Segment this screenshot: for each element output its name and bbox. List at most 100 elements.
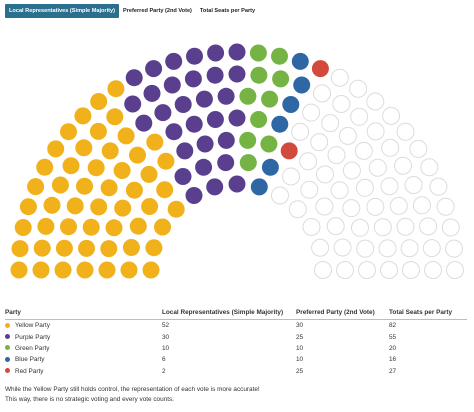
- seat-purple-party: [206, 111, 224, 128]
- party-color-dot: [5, 356, 10, 362]
- seat-yellow-party: [78, 239, 95, 257]
- party-name: Red Party: [15, 367, 44, 375]
- party-cell: Yellow Party: [5, 320, 162, 332]
- seat-purple-party: [143, 84, 161, 102]
- seat-purple-party: [184, 70, 202, 88]
- seat-blue-party: [282, 96, 300, 113]
- preferred-seats-value: 10: [296, 356, 304, 364]
- seat-empty: [288, 200, 307, 219]
- seat-purple-party: [124, 95, 142, 113]
- seat-yellow-party: [140, 165, 158, 183]
- party-name: Blue Party: [15, 356, 45, 364]
- seat-purple-party: [228, 43, 246, 61]
- seat-purple-party: [217, 154, 235, 172]
- seat-yellow-party: [101, 142, 119, 160]
- seat-yellow-party: [55, 239, 73, 257]
- seat-yellow-party: [27, 178, 45, 196]
- seat-empty: [327, 146, 346, 165]
- seat-empty: [422, 239, 441, 258]
- seat-empty: [330, 68, 349, 87]
- seat-empty: [354, 141, 373, 160]
- seat-yellow-party: [33, 239, 51, 257]
- seat-yellow-party: [60, 218, 77, 236]
- seat-yellow-party: [154, 218, 171, 236]
- seat-yellow-party: [117, 127, 135, 145]
- seat-empty: [366, 197, 385, 216]
- seat-empty: [436, 197, 455, 216]
- seat-yellow-party: [87, 159, 105, 177]
- seat-purple-party: [206, 66, 224, 84]
- seat-green-party: [239, 131, 257, 149]
- party-name: Green Party: [15, 344, 50, 352]
- tab-total-seats[interactable]: Total Seats per Party: [199, 8, 256, 14]
- seat-yellow-party: [76, 177, 93, 195]
- party-color-dot: [5, 345, 10, 351]
- total-seats-value: 55: [389, 333, 397, 341]
- seat-yellow-party: [54, 261, 72, 279]
- seat-blue-party: [291, 52, 309, 70]
- seat-empty: [333, 238, 352, 257]
- seat-purple-party: [228, 109, 246, 127]
- local-seats-value: 52: [162, 322, 170, 330]
- seat-empty: [342, 161, 361, 180]
- seat-green-party: [250, 111, 268, 128]
- seat-empty: [310, 133, 329, 152]
- seat-empty: [330, 181, 349, 200]
- seat-green-party: [239, 154, 257, 172]
- seat-yellow-party: [141, 198, 159, 215]
- total-seats-value: 16: [389, 356, 397, 364]
- seat-red-party: [280, 142, 298, 160]
- party-color-dot: [5, 334, 10, 340]
- seat-yellow-party: [100, 179, 118, 197]
- table-row: Red Party 2 25 27: [5, 366, 467, 377]
- seat-yellow-party: [82, 218, 100, 236]
- tab-local-representatives[interactable]: Local Representatives (Simple Majority): [5, 4, 120, 18]
- seat-yellow-party: [47, 140, 65, 158]
- seat-purple-party: [196, 135, 214, 153]
- seat-empty: [302, 103, 321, 122]
- header-preferred-party: Preferred Party (2nd Vote): [296, 307, 389, 320]
- seat-empty: [338, 126, 357, 145]
- seat-yellow-party: [167, 200, 185, 218]
- seat-empty: [271, 186, 289, 205]
- seat-empty: [321, 114, 340, 133]
- seat-empty: [349, 79, 368, 98]
- local-seats-value: 2: [162, 367, 166, 375]
- seat-purple-party: [207, 44, 225, 62]
- total-seats-value: 27: [389, 367, 397, 375]
- preferred-seats-value: 10: [296, 344, 304, 352]
- footnote-line: While the Yellow Party still holds contr…: [5, 386, 260, 393]
- seat-yellow-party: [10, 261, 28, 279]
- seat-blue-party: [293, 76, 311, 94]
- seat-empty: [326, 217, 345, 236]
- seat-purple-party: [195, 90, 213, 108]
- seat-empty: [404, 176, 423, 194]
- preferred-seats-value: 25: [296, 333, 304, 341]
- seat-empty: [358, 261, 376, 279]
- seat-yellow-party: [62, 157, 80, 175]
- seat-empty: [396, 217, 415, 236]
- parliament-chart: [10, 43, 464, 279]
- seat-purple-party: [186, 47, 203, 65]
- seat-purple-party: [165, 52, 183, 70]
- seat-green-party: [261, 90, 279, 108]
- seat-yellow-party: [120, 261, 138, 279]
- seat-empty: [336, 261, 354, 279]
- seat-yellow-party: [74, 107, 92, 125]
- seat-purple-party: [185, 115, 203, 133]
- preferred-seats-value: 30: [296, 322, 304, 330]
- seat-empty: [446, 261, 464, 279]
- seat-purple-party: [125, 69, 143, 87]
- tab-preferred-party[interactable]: Preferred Party (2nd Vote): [123, 8, 192, 14]
- seat-empty: [342, 199, 361, 218]
- seat-empty: [420, 158, 439, 177]
- seat-empty: [316, 165, 334, 184]
- seat-empty: [382, 106, 401, 125]
- seat-purple-party: [135, 114, 153, 132]
- party-name: Purple Party: [15, 333, 51, 341]
- seat-empty: [441, 218, 460, 237]
- seat-purple-party: [154, 104, 172, 122]
- seat-blue-party: [271, 115, 289, 133]
- seat-yellow-party: [11, 240, 29, 258]
- party-cell: Blue Party: [5, 354, 162, 365]
